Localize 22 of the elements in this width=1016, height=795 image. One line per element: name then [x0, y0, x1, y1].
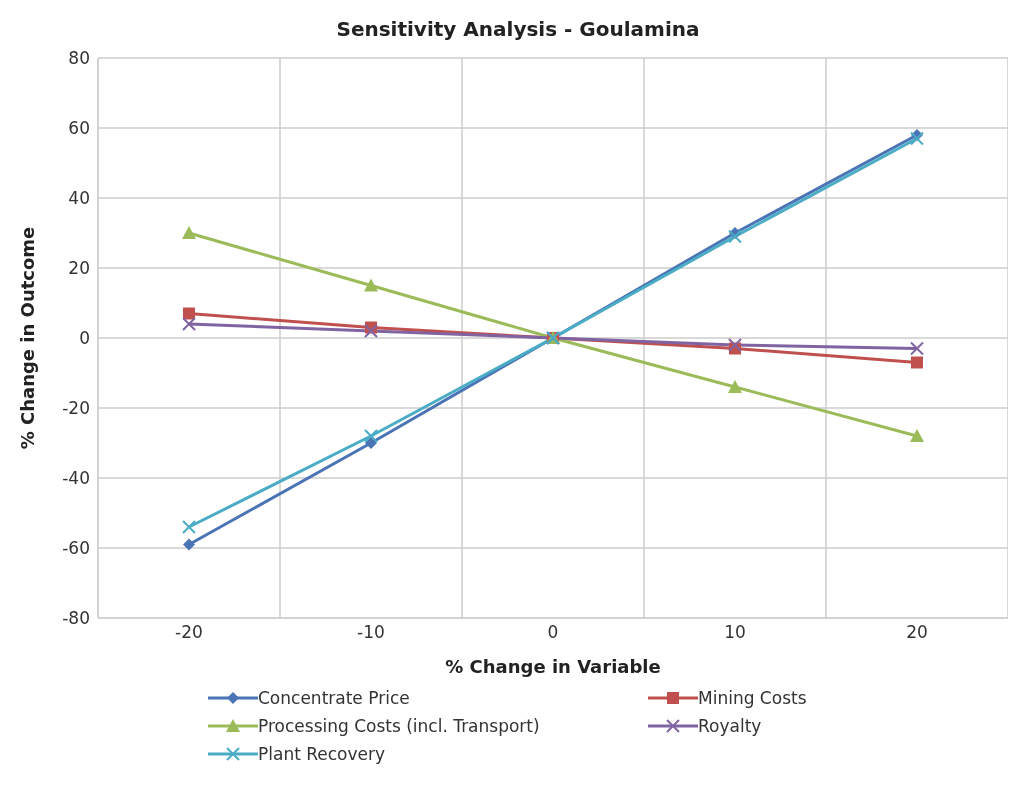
x-tick-label: 10 [724, 622, 746, 643]
y-tick-label: -40 [62, 468, 90, 489]
y-tick-label: -60 [62, 538, 90, 559]
y-axis-title: % Change in Outcome [17, 226, 39, 450]
y-tick-label: -80 [62, 608, 90, 629]
legend-label: Royalty [698, 716, 762, 736]
x-axis-title: % Change in Variable [445, 656, 661, 677]
legend-label: Concentrate Price [258, 688, 410, 708]
x-tick-label: 0 [547, 622, 559, 643]
y-tick-label: -20 [62, 398, 90, 419]
x-tick-label: 20 [906, 622, 928, 643]
legend-label: Mining Costs [698, 688, 807, 708]
y-tick-label: 20 [68, 258, 90, 279]
y-tick-label: 80 [68, 48, 90, 69]
y-tick-label: 0 [79, 328, 90, 349]
legend-label: Plant Recovery [258, 744, 386, 764]
x-tick-label: -10 [357, 622, 385, 643]
y-tick-label: 40 [68, 188, 90, 209]
legend-label: Processing Costs (incl. Transport) [258, 716, 540, 736]
y-tick-label: 60 [68, 118, 90, 139]
x-tick-label: -20 [175, 622, 203, 643]
chart-title: Sensitivity Analysis - Goulamina [336, 17, 700, 41]
